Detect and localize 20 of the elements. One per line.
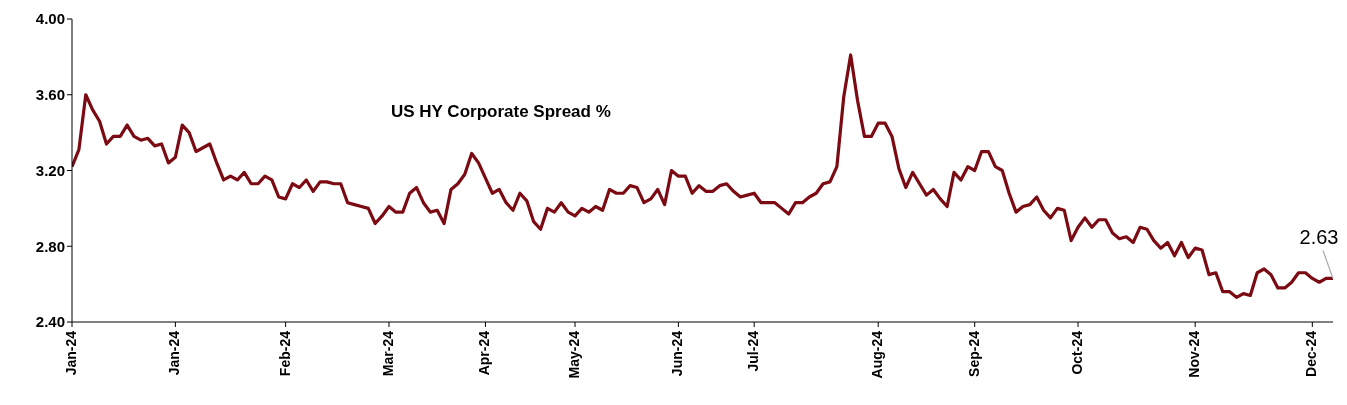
- x-tick-label: Nov-24: [1186, 330, 1203, 378]
- x-tick-label: Apr-24: [476, 330, 493, 376]
- x-tick-label: Feb-24: [276, 330, 293, 377]
- x-tick-label: May-24: [565, 330, 582, 379]
- text: US HY Corporate Spread %: [391, 102, 611, 122]
- x-tick-label: Jan-24: [166, 330, 183, 376]
- annotation: 2.63: [1299, 226, 1339, 249]
- y-tick-label: 2.40: [35, 313, 65, 331]
- x-tick-label: Jun-24: [669, 330, 686, 377]
- x-tick-label: Aug-24: [869, 330, 886, 379]
- x-tick-label: Dec-24: [1303, 330, 1320, 377]
- x-tick-label: Sep-24: [965, 330, 982, 377]
- x-tick-label: Jul-24: [745, 330, 762, 372]
- y-tick-label: 2.80: [35, 237, 65, 255]
- x-tick-label: Mar-24: [379, 330, 396, 377]
- y-tick-label: 4.00: [35, 10, 65, 28]
- y-tick-label: 3.60: [35, 86, 65, 104]
- x-tick-label: Oct-24: [1068, 330, 1085, 375]
- y-tick-label: 3.20: [35, 161, 65, 179]
- x-tick-label: Jan-24: [62, 330, 79, 376]
